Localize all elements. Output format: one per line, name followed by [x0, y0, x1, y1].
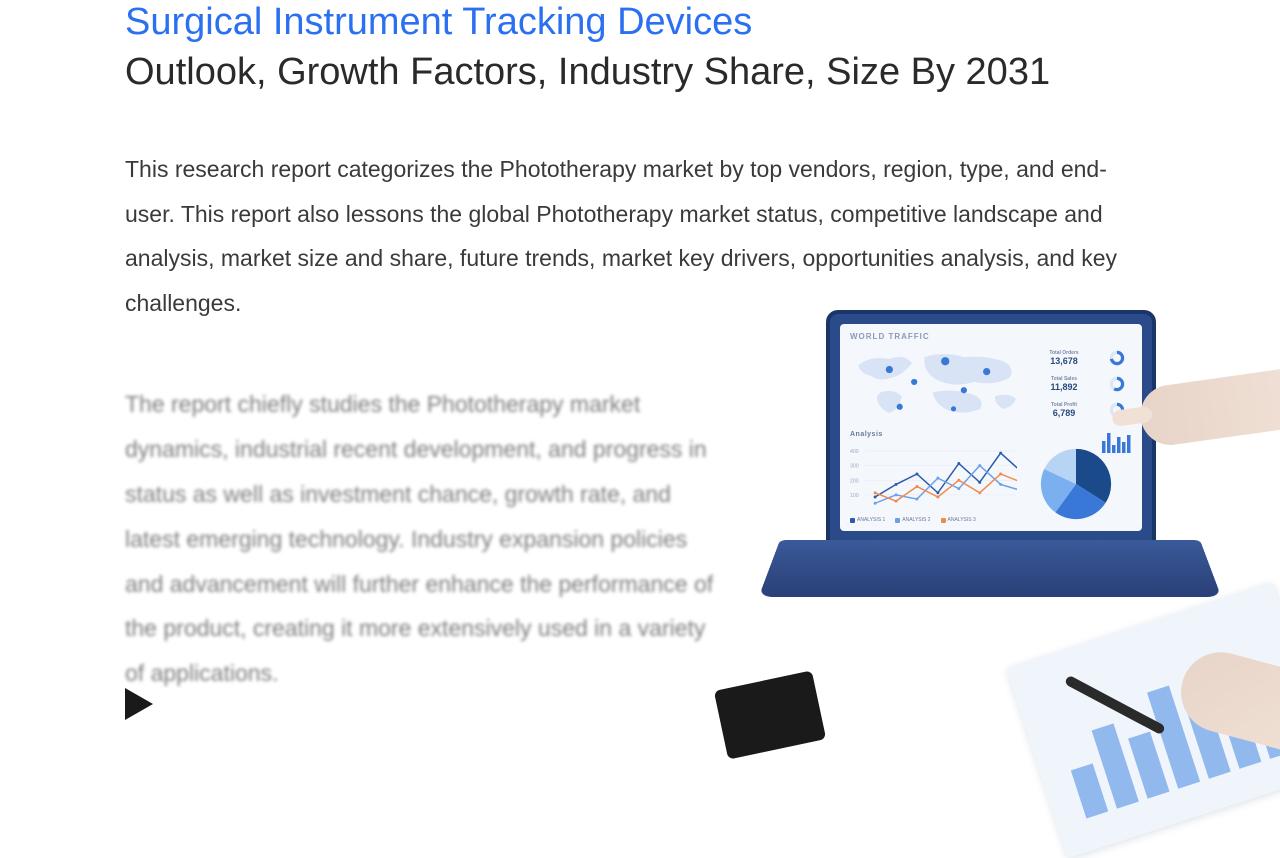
- traffic-header: WORLD TRAFFIC: [850, 332, 1132, 341]
- laptop-analytics-illustration: WORLD TRAFFIC Total Orders13,678Total Sa…: [760, 300, 1280, 720]
- body-paragraph: The report chiefly studies the Photother…: [125, 382, 720, 696]
- svg-text:200: 200: [850, 478, 859, 484]
- svg-text:400: 400: [850, 449, 859, 455]
- stat-value: 13,678: [1034, 356, 1094, 366]
- pie-chart: [1037, 445, 1115, 523]
- legend-item: ANALYSIS 1: [850, 517, 885, 523]
- laptop-screen: WORLD TRAFFIC Total Orders13,678Total Sa…: [840, 324, 1142, 531]
- report-subtitle: Outlook, Growth Factors, Industry Share,…: [125, 46, 1155, 99]
- pointing-hand: [1137, 367, 1280, 449]
- report-title-link[interactable]: Surgical Instrument Tracking Devices: [125, 0, 1155, 46]
- analysis-line-chart: Analysis 400300200100 ANALYSIS 1ANALYSIS…: [850, 431, 1017, 529]
- svg-text:100: 100: [850, 493, 859, 499]
- mini-donut-icon: [1109, 350, 1125, 366]
- logo-triangle-icon: [125, 688, 153, 720]
- svg-text:300: 300: [850, 464, 859, 470]
- legend-item: ANALYSIS 2: [895, 517, 930, 523]
- laptop-frame: WORLD TRAFFIC Total Orders13,678Total Sa…: [826, 310, 1156, 545]
- laptop-keyboard-base: [759, 540, 1222, 597]
- stat-value: 11,892: [1034, 382, 1094, 392]
- pie-chart-block: [1027, 431, 1132, 529]
- analysis-legend: ANALYSIS 1 ANALYSIS 2 ANALYSIS 3: [850, 517, 1017, 523]
- analysis-title: Analysis: [850, 431, 1017, 438]
- legend-item: ANALYSIS 3: [941, 517, 976, 523]
- world-traffic-map: [850, 345, 1026, 423]
- stats-column: Total Orders13,678Total Sales11,892Total…: [1034, 345, 1094, 423]
- mini-donut-icon: [1109, 376, 1125, 392]
- stat-value: 6,789: [1034, 408, 1094, 418]
